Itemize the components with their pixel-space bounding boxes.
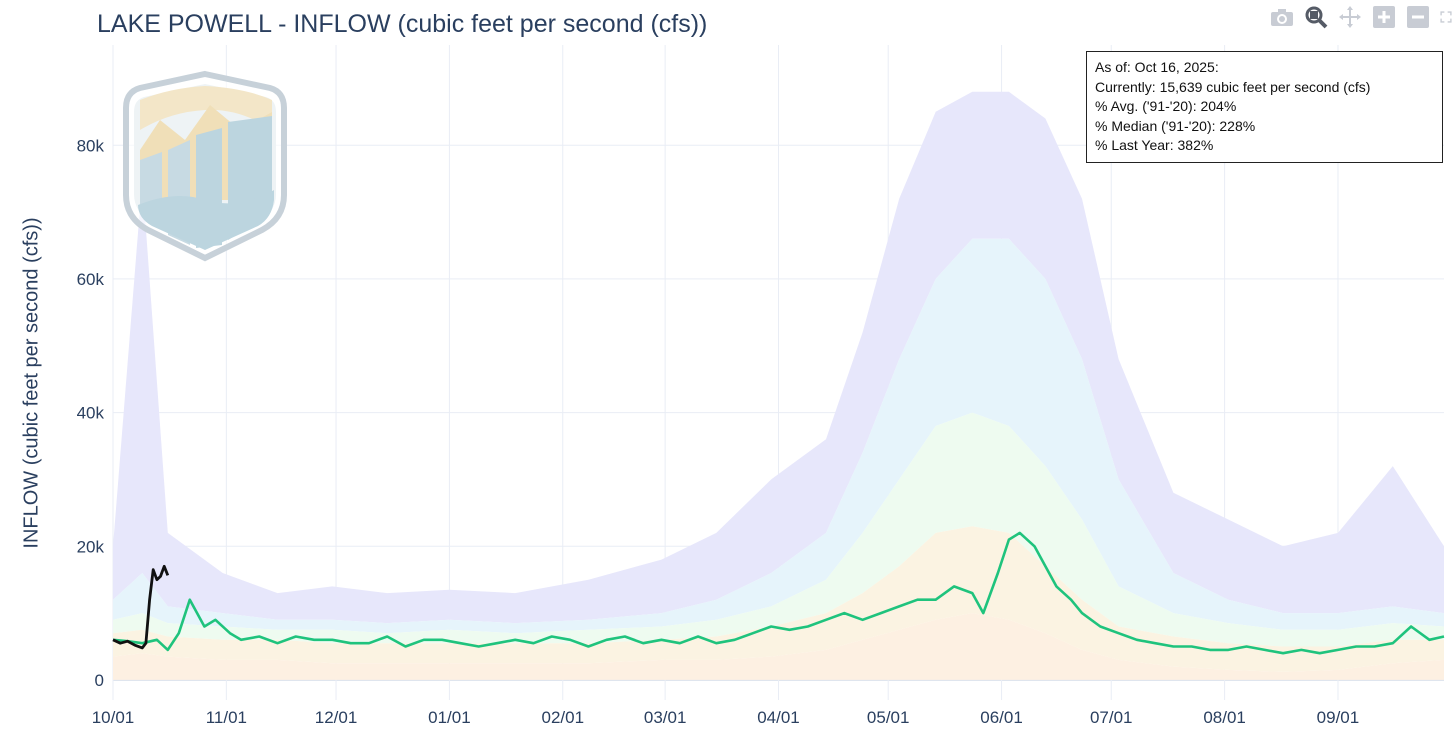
y-tick-label: 20k — [77, 537, 105, 556]
zoom-in-icon[interactable] — [1372, 5, 1396, 29]
info-box: As of: Oct 16, 2025: Currently: 15,639 c… — [1086, 51, 1443, 163]
x-tick-label: 03/01 — [644, 708, 687, 727]
y-tick-label: 0 — [95, 671, 104, 690]
info-pct-last-year: % Last Year: 382% — [1095, 137, 1214, 153]
y-tick-labels: 0 20k 40k 60k 80k — [77, 136, 105, 690]
chart-title: LAKE POWELL - INFLOW (cubic feet per sec… — [97, 10, 708, 38]
x-tick-label: 02/01 — [541, 708, 584, 727]
modebar — [1270, 4, 1452, 30]
x-tick-label: 12/01 — [315, 708, 358, 727]
x-tick-label: 05/01 — [867, 708, 910, 727]
x-tick-label: 06/01 — [980, 708, 1023, 727]
percentile-bands — [113, 91, 1444, 680]
y-tick-label: 60k — [77, 270, 105, 289]
band-low — [113, 526, 1444, 672]
x-tick-label: 07/01 — [1090, 708, 1133, 727]
pan-icon[interactable] — [1338, 5, 1362, 29]
band-mid — [113, 412, 1444, 647]
x-tick-labels: 10/01 11/01 12/01 01/01 02/01 03/01 04/01 05/01… — [92, 708, 1360, 727]
zoom-icon[interactable] — [1304, 5, 1328, 29]
x-tick-label: 09/01 — [1317, 708, 1360, 727]
agency-logo — [123, 70, 287, 262]
band-high — [113, 238, 1444, 634]
camera-icon[interactable] — [1270, 5, 1294, 29]
y-tick-label: 40k — [77, 404, 105, 423]
zoom-out-icon[interactable] — [1406, 5, 1430, 29]
band-max — [113, 91, 1444, 624]
x-tick-label: 01/01 — [428, 708, 471, 727]
info-pct-avg: % Avg. ('91-'20): 204% — [1095, 98, 1237, 114]
y-tick-label: 80k — [77, 136, 105, 155]
x-tick-label: 08/01 — [1203, 708, 1246, 727]
x-tick-label: 10/01 — [92, 708, 135, 727]
autoscale-icon[interactable] — [1440, 5, 1452, 29]
series-line-green — [112, 531, 1445, 655]
band-min — [113, 613, 1444, 680]
info-current: Currently: 15,639 cubic feet per second … — [1095, 78, 1371, 95]
x-tick-label: 11/01 — [206, 708, 247, 727]
x-tick-label: 04/01 — [757, 708, 800, 727]
series-line-current — [112, 564, 170, 650]
info-pct-median: % Median ('91-'20): 228% — [1095, 117, 1256, 134]
info-as-of: As of: Oct 16, 2025: — [1095, 59, 1219, 75]
series-lines — [112, 531, 1445, 655]
y-axis-label: INFLOW (cubic feet per second (cfs)) — [20, 217, 43, 549]
